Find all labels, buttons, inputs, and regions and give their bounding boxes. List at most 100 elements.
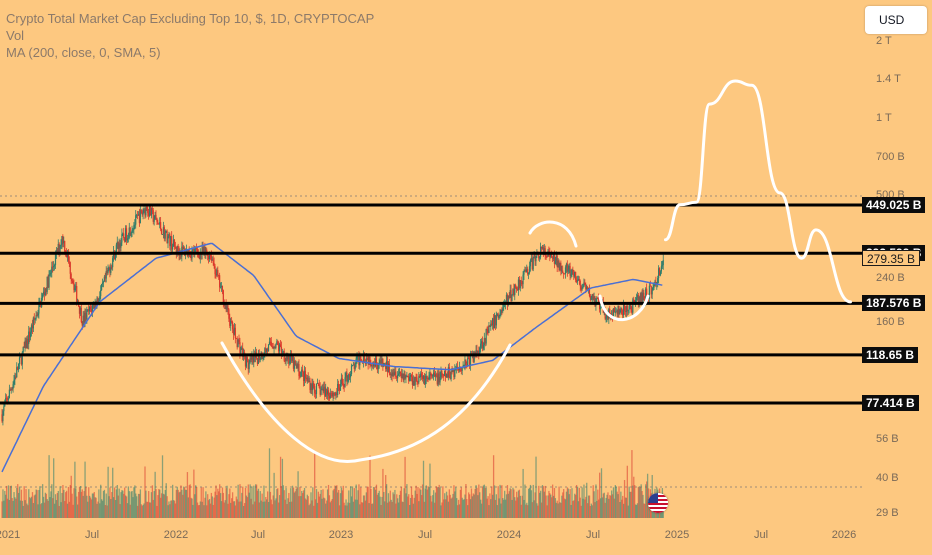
volume-bar (225, 488, 227, 518)
candle-body (589, 296, 591, 300)
volume-bar (6, 498, 9, 518)
candle-body (356, 356, 358, 359)
candle-body (175, 246, 177, 254)
volume-bar (383, 491, 385, 518)
volume-bar (372, 503, 374, 518)
candle-body (639, 296, 641, 304)
candle-body (325, 388, 327, 397)
candle-body (449, 376, 451, 379)
candle-body (56, 250, 58, 254)
candle-body (144, 209, 146, 216)
volume-bar (534, 492, 536, 518)
volume-bar (162, 493, 165, 518)
volume-bar (421, 484, 424, 518)
volume-bar (112, 467, 114, 518)
volume-bar (8, 499, 11, 518)
volume-bar (574, 493, 576, 518)
candle-body (563, 272, 565, 274)
volume-bar (453, 485, 455, 518)
volume-bar (361, 502, 364, 518)
volume-bar (634, 504, 637, 518)
volume-bar (418, 501, 420, 518)
candle-body (420, 373, 422, 377)
volume-bar (56, 493, 59, 518)
volume-bar (488, 505, 490, 518)
candle-body (397, 374, 399, 379)
volume-bar (243, 503, 246, 518)
candle-body (295, 364, 297, 366)
volume-bar (177, 489, 179, 518)
candle-body (440, 371, 442, 377)
volume-bar (393, 494, 395, 518)
candle-body (152, 210, 154, 222)
candle-body (31, 325, 34, 329)
volume-bar (482, 485, 485, 518)
volume-bar (103, 489, 106, 518)
candle-body (220, 285, 223, 287)
volume-bar (6, 485, 8, 518)
volume-bar (586, 482, 588, 518)
volume-bar (299, 486, 301, 518)
candle-body (257, 353, 259, 364)
volume-bar (1, 501, 3, 518)
volume-bar (148, 491, 150, 518)
volume-bar (546, 505, 548, 518)
volume-bar (168, 501, 170, 518)
candle-body (160, 229, 163, 235)
candle-body (334, 394, 336, 396)
volume-bar (179, 491, 181, 518)
volume-bar (157, 495, 159, 518)
candle-body (496, 313, 498, 316)
volume-bar (21, 500, 23, 518)
candle-body (150, 208, 153, 216)
candle-body (269, 341, 271, 343)
candle-body (91, 305, 93, 312)
volume-bar (156, 505, 158, 518)
volume-bar (18, 492, 20, 518)
candle-body (162, 227, 164, 235)
volume-bar (549, 493, 551, 518)
candle-body (6, 398, 9, 400)
volume-bar (29, 498, 32, 518)
volume-bar (3, 500, 5, 518)
candle-body (642, 292, 644, 303)
candle-body (290, 355, 293, 361)
candle-body (46, 276, 48, 292)
candle-body (494, 315, 496, 326)
candle-body (33, 317, 35, 320)
volume-bar (125, 496, 128, 518)
volume-bar (89, 497, 92, 518)
volume-bar (183, 486, 185, 518)
candle-body (49, 273, 51, 275)
currency-button[interactable]: USD (865, 6, 927, 34)
candle-body (214, 266, 216, 275)
volume-bar (148, 502, 151, 518)
volume-bar (575, 484, 578, 518)
volume-bars (1, 448, 664, 518)
candle-body (540, 246, 543, 249)
candle-body (35, 315, 37, 319)
candle-body (74, 288, 76, 291)
volume-bar (556, 500, 558, 518)
volume-bar (231, 498, 233, 518)
candle-body (203, 247, 205, 254)
candle-body (265, 348, 267, 352)
volume-bar (256, 490, 259, 518)
volume-bar (343, 502, 345, 518)
candle-body (662, 260, 664, 266)
volume-bar (185, 489, 188, 518)
candle-body (616, 311, 618, 315)
volume-bar (338, 505, 341, 518)
volume-bar (4, 490, 6, 518)
candle-body (52, 266, 54, 268)
us-flag-icon[interactable] (648, 493, 668, 513)
candle-body (407, 375, 409, 378)
candle-body (3, 406, 5, 412)
candle-body (153, 219, 155, 222)
candle-body (27, 338, 29, 345)
volume-bar (188, 485, 190, 518)
volume-bar (243, 505, 245, 518)
candle-body (285, 357, 287, 362)
